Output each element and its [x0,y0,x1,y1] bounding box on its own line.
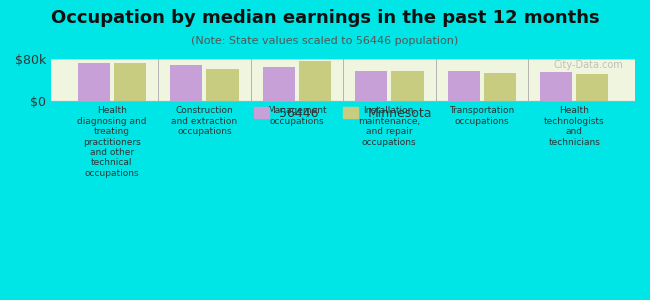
Bar [448,71,480,101]
Text: Occupation by median earnings in the past 12 months: Occupation by median earnings in the pas… [51,9,599,27]
Bar [263,67,295,101]
Bar [576,74,608,101]
Legend: 56446, Minnesota: 56446, Minnesota [248,102,437,125]
Bar [77,63,110,101]
Bar [391,70,424,101]
Bar [298,61,331,101]
Text: City-Data.com: City-Data.com [554,60,623,70]
Bar [540,72,573,101]
Bar [170,65,203,101]
Bar [206,70,239,101]
Text: (Note: State values scaled to 56446 population): (Note: State values scaled to 56446 popu… [191,36,459,46]
Bar [355,70,387,101]
Bar [484,73,516,101]
Bar [114,63,146,101]
